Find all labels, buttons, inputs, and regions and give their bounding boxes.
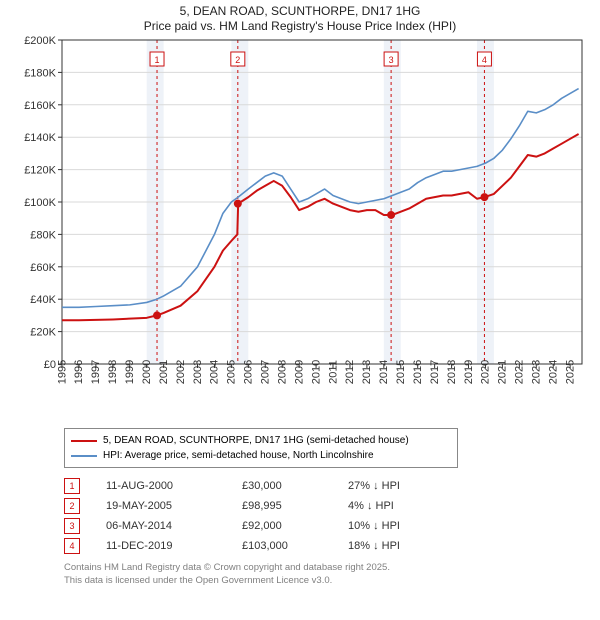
chart-title: 5, DEAN ROAD, SCUNTHORPE, DN17 1HG Price… [0, 0, 600, 34]
sales-row-date: 11-DEC-2019 [106, 540, 216, 552]
x-tick-label: 2001 [158, 360, 170, 384]
x-tick-label: 2016 [412, 360, 424, 384]
legend: 5, DEAN ROAD, SCUNTHORPE, DN17 1HG (semi… [64, 428, 458, 468]
x-tick-label: 2019 [463, 360, 475, 384]
sales-row-diff: 4% ↓ HPI [348, 500, 458, 512]
sales-row-date: 06-MAY-2014 [106, 520, 216, 532]
legend-item: 5, DEAN ROAD, SCUNTHORPE, DN17 1HG (semi… [71, 433, 451, 448]
sales-row: 3 06-MAY-2014 £92,000 10% ↓ HPI [64, 516, 600, 536]
x-tick-label: 2015 [395, 360, 407, 384]
sales-row: 4 11-DEC-2019 £103,000 18% ↓ HPI [64, 536, 600, 556]
sale-marker [387, 211, 395, 219]
x-tick-label: 2014 [378, 360, 390, 384]
sales-row-price: £30,000 [242, 480, 322, 492]
sales-table: 1 11-AUG-2000 £30,000 27% ↓ HPI 2 19-MAY-2005… [64, 476, 600, 556]
y-tick-label: £200K [24, 35, 56, 47]
sales-row-diff: 18% ↓ HPI [348, 540, 458, 552]
title-line-1: 5, DEAN ROAD, SCUNTHORPE, DN17 1HG [0, 4, 600, 19]
x-tick-label: 1999 [124, 360, 136, 384]
sales-row-num: 1 [64, 478, 80, 494]
y-tick-label: £100K [24, 197, 56, 209]
sales-row-num: 4 [64, 538, 80, 554]
legend-label: HPI: Average price, semi-detached house,… [103, 448, 374, 463]
chart-area: £0 £20K £40K £60K £80K £100K £120K £140K £160K £1… [0, 34, 600, 422]
x-tick-label: 2013 [361, 360, 373, 384]
sale-marker [480, 193, 488, 201]
sales-row-date: 19-MAY-2005 [106, 500, 216, 512]
sales-row-diff: 27% ↓ HPI [348, 480, 458, 492]
legend-label: 5, DEAN ROAD, SCUNTHORPE, DN17 1HG (semi… [103, 433, 409, 448]
y-tick-label: £0 [44, 359, 56, 371]
x-tick-label: 1996 [73, 360, 85, 384]
sales-row: 1 11-AUG-2000 £30,000 27% ↓ HPI [64, 476, 600, 496]
sales-row-num: 3 [64, 518, 80, 534]
sales-row-price: £98,995 [242, 500, 322, 512]
legend-swatch [71, 455, 97, 457]
x-tick-label: 2021 [497, 360, 509, 384]
y-tick-label: £40K [30, 294, 56, 306]
sales-row-date: 11-AUG-2000 [106, 480, 216, 492]
x-tick-label: 2025 [564, 360, 576, 384]
x-tick-label: 1998 [107, 360, 119, 384]
legend-item: HPI: Average price, semi-detached house,… [71, 448, 451, 463]
footer-line-2: This data is licensed under the Open Gov… [64, 575, 600, 588]
y-tick-label: £180K [24, 67, 56, 79]
x-tick-label: 2018 [446, 360, 458, 384]
x-tick-label: 2006 [243, 360, 255, 384]
event-marker-label: 3 [389, 55, 394, 65]
y-tick-label: £120K [24, 165, 56, 177]
y-tick-label: £80K [30, 229, 56, 241]
x-tick-label: 2011 [327, 360, 339, 384]
footer-line-1: Contains HM Land Registry data © Crown c… [64, 562, 600, 575]
sales-row-diff: 10% ↓ HPI [348, 520, 458, 532]
x-tick-label: 2000 [141, 360, 153, 384]
x-tick-label: 2022 [514, 360, 526, 384]
x-tick-label: 2017 [429, 360, 441, 384]
x-tick-label: 2020 [480, 360, 492, 384]
event-marker-label: 4 [482, 55, 487, 65]
event-marker-label: 1 [155, 55, 160, 65]
footer: Contains HM Land Registry data © Crown c… [64, 562, 600, 588]
y-tick-label: £60K [30, 262, 56, 274]
sale-marker [153, 311, 161, 319]
x-tick-label: 2024 [548, 360, 560, 384]
title-line-2: Price paid vs. HM Land Registry's House … [0, 19, 600, 34]
x-tick-label: 2008 [276, 360, 288, 384]
x-tick-label: 2003 [192, 360, 204, 384]
x-tick-label: 2007 [260, 360, 272, 384]
x-tick-label: 2009 [293, 360, 305, 384]
y-tick-label: £140K [24, 132, 56, 144]
x-tick-label: 1995 [56, 360, 68, 384]
x-tick-label: 2023 [531, 360, 543, 384]
x-tick-label: 2002 [175, 360, 187, 384]
y-tick-label: £160K [24, 100, 56, 112]
x-tick-label: 2012 [344, 360, 356, 384]
sales-row-price: £92,000 [242, 520, 322, 532]
x-tick-label: 1997 [90, 360, 102, 384]
chart-svg: £0 £20K £40K £60K £80K £100K £120K £140K £160K £1… [0, 34, 600, 422]
x-tick-label: 2005 [226, 360, 238, 384]
sales-row-num: 2 [64, 498, 80, 514]
sale-marker [234, 200, 242, 208]
y-tick-label: £20K [30, 327, 56, 339]
event-marker-label: 2 [235, 55, 240, 65]
sales-row-price: £103,000 [242, 540, 322, 552]
x-tick-label: 2010 [310, 360, 322, 384]
x-tick-label: 2004 [209, 360, 221, 384]
sales-row: 2 19-MAY-2005 £98,995 4% ↓ HPI [64, 496, 600, 516]
legend-swatch [71, 440, 97, 442]
